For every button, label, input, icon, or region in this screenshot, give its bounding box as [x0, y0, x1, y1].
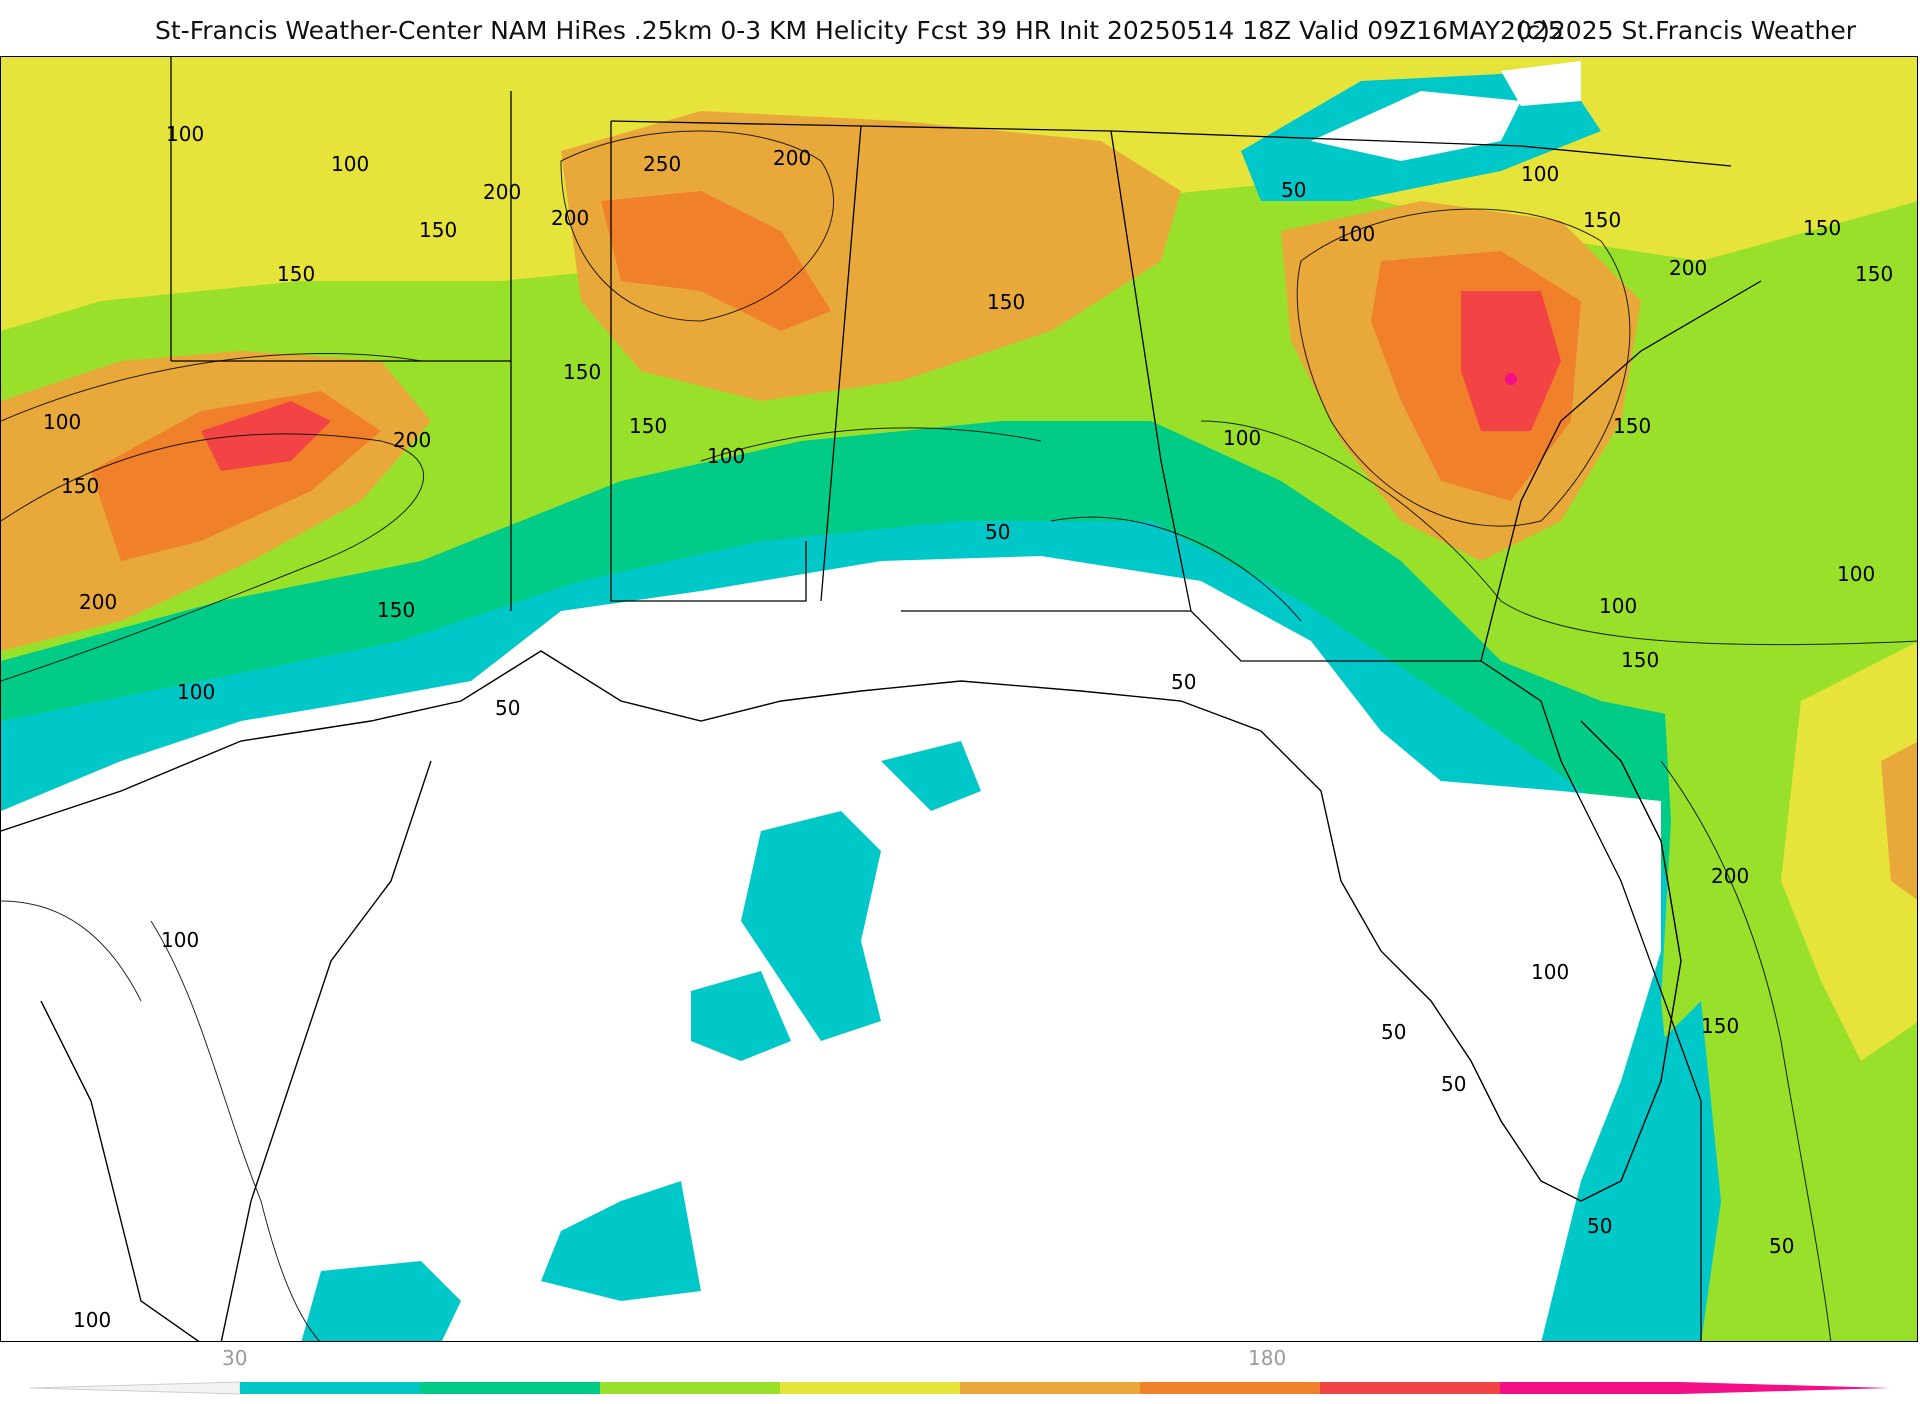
contour-label: 200 [1711, 864, 1749, 888]
contour-label: 50 [1381, 1020, 1406, 1044]
contour-label: 250 [643, 152, 681, 176]
header: St-Francis Weather-Center NAM HiRes .25k… [0, 0, 1920, 56]
contour-label: 50 [1171, 670, 1196, 694]
coastline [1, 650, 1682, 1341]
contour-label: 200 [393, 428, 431, 452]
contour-label: 150 [1621, 648, 1659, 672]
contour-label: 100 [161, 928, 199, 952]
contour-label: 100 [707, 444, 745, 468]
contour-label: 200 [1669, 256, 1707, 280]
map-title: St-Francis Weather-Center NAM HiRes .25k… [155, 16, 1564, 45]
contour-label: 100 [331, 152, 369, 176]
colorbar-svg [29, 1381, 1890, 1395]
helicity-contours [1, 130, 1917, 1341]
contour-label-group: 100 100 200 150 200 150 250 200 150 100 … [43, 122, 1893, 1332]
contour-label: 100 [1223, 426, 1261, 450]
contour-label: 150 [277, 262, 315, 286]
colorbar-tick-label: 180 [1248, 1346, 1287, 1370]
contour-label: 200 [79, 590, 117, 614]
colorbar-segment [960, 1382, 1140, 1394]
colorbar-left-arrow [29, 1381, 241, 1395]
map-canvas: 100 100 200 150 200 150 250 200 150 100 … [1, 57, 1917, 1341]
contour-label: 200 [773, 146, 811, 170]
field-red-east [1461, 291, 1561, 431]
colorbar-right-arrow [1680, 1382, 1890, 1394]
field-orange-east-coast [1881, 742, 1917, 900]
contour-label: 100 [1837, 562, 1875, 586]
contour-label: 150 [1803, 216, 1841, 240]
colorbar-tick-label: 30 [222, 1346, 248, 1370]
contour-label: 100 [1599, 594, 1637, 618]
contour-label: 150 [629, 414, 667, 438]
copyright-text: (c)2025 St.Francis Weather [1516, 16, 1856, 45]
contour-label: 200 [551, 206, 589, 230]
contour-label: 100 [1521, 162, 1559, 186]
field-teal-gulf-blob-5 [301, 1261, 461, 1341]
contour-label: 150 [1701, 1014, 1739, 1038]
contour-label: 50 [495, 696, 520, 720]
contour-label: 150 [563, 360, 601, 384]
colorbar-segment [420, 1382, 600, 1394]
contour-label: 100 [166, 122, 204, 146]
contour-label: 100 [1337, 222, 1375, 246]
contour-label: 150 [987, 290, 1025, 314]
contour-label: 50 [1281, 178, 1306, 202]
field-white-ne-2 [1501, 61, 1581, 106]
field-orange-central [561, 111, 1181, 401]
contour-label: 200 [483, 180, 521, 204]
contour-label: 150 [61, 474, 99, 498]
field-red-west [201, 401, 331, 471]
contour-label: 150 [1613, 414, 1651, 438]
field-teal-gulf-blob-3 [881, 741, 981, 811]
field-teal-gulf-blob-4 [541, 1181, 701, 1301]
contour-label: 50 [1587, 1214, 1612, 1238]
state-borders [170, 57, 1762, 1341]
field-teal-gulf-blob-2 [691, 971, 791, 1061]
field-deep-orange-central [601, 191, 831, 331]
colorbar-segment [240, 1382, 420, 1394]
field-yellow-east-coast [1781, 642, 1917, 1061]
colorbar-segment [1140, 1382, 1320, 1394]
contour-label: 100 [43, 410, 81, 434]
contour-label: 100 [1531, 960, 1569, 984]
field-magenta-max [1505, 373, 1517, 385]
contour-label: 150 [1855, 262, 1893, 286]
colorbar-segment [600, 1382, 780, 1394]
contour-label: 150 [377, 598, 415, 622]
helicity-map: 100 100 200 150 200 150 250 200 150 100 … [0, 56, 1918, 1342]
colorbar-segment [780, 1382, 960, 1394]
colorbar-segment [1320, 1382, 1500, 1394]
colorbar-segments [240, 1382, 1680, 1394]
contour-label: 100 [177, 680, 215, 704]
colorbar-segment [1500, 1382, 1680, 1394]
contour-label: 50 [1769, 1234, 1794, 1258]
field-teal-gulf-blob-1 [741, 811, 881, 1041]
contour-label: 150 [419, 218, 457, 242]
colorbar: 30 180 [0, 1342, 1920, 1400]
contour-label: 100 [73, 1308, 111, 1332]
contour-label: 50 [1441, 1072, 1466, 1096]
contour-label: 50 [985, 520, 1010, 544]
contour-label: 150 [1583, 208, 1621, 232]
